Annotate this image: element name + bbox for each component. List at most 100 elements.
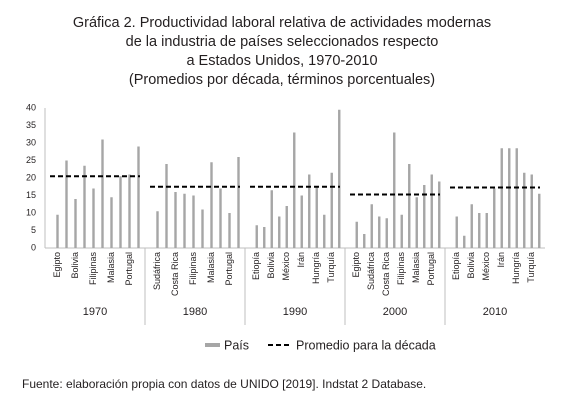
x-tick-label: Etiopía [451, 252, 461, 280]
bar [300, 195, 303, 248]
x-tick-label: Egipto [52, 252, 62, 278]
bar [478, 213, 481, 248]
x-tick-label: Hungría [311, 252, 321, 284]
legend-label: País [224, 338, 249, 352]
y-tick-label: 5 [31, 225, 36, 235]
y-tick-label: 25 [26, 155, 36, 165]
bar [119, 176, 122, 248]
legend-label: Promedio para la década [296, 338, 436, 352]
bar [355, 221, 358, 248]
x-tick-label: Irán [296, 252, 306, 268]
bar [493, 188, 496, 248]
x-tick-label: Filipinas [188, 252, 198, 286]
bar [530, 174, 533, 248]
bar [156, 211, 159, 248]
bar [330, 172, 333, 248]
x-tick-label: Filipinas [88, 252, 98, 286]
bar [263, 227, 266, 248]
bar [270, 190, 273, 248]
bar [128, 174, 131, 248]
x-tick-label: Portugal [124, 252, 134, 286]
y-tick-label: 30 [26, 137, 36, 147]
x-tick-label: Portugal [224, 252, 234, 286]
bar [393, 132, 396, 248]
group-label: 2010 [483, 306, 507, 318]
y-tick-label: 10 [26, 207, 36, 217]
bar [400, 214, 403, 248]
bar [183, 193, 186, 248]
x-tick-label: Etiopía [251, 252, 261, 280]
bar [293, 132, 296, 248]
x-tick-label: Bolivia [466, 252, 476, 279]
bar [423, 185, 426, 248]
bar [485, 213, 488, 248]
bar [255, 225, 258, 248]
x-tick-label: Bolivia [70, 252, 80, 279]
x-tick-label: México [281, 252, 291, 281]
bar [338, 109, 341, 248]
bar [92, 188, 95, 248]
bar [370, 204, 373, 248]
x-tick-label: Filipinas [396, 252, 406, 286]
bar [65, 160, 68, 248]
group-label: 1980 [183, 306, 207, 318]
chart-title: de la industria de países seleccionados … [126, 34, 439, 50]
bar [408, 164, 411, 248]
x-tick-label: Egipto [351, 252, 361, 278]
bar [201, 209, 204, 248]
group-label: 2000 [383, 306, 407, 318]
bar [378, 216, 381, 248]
x-tick-label: Portugal [426, 252, 436, 286]
y-tick-label: 20 [26, 172, 36, 182]
x-tick-label: Sudáfrica [152, 252, 162, 290]
source-note: Fuente: elaboración propia con datos de … [22, 377, 426, 391]
x-tick-label: Hungría [511, 252, 521, 284]
y-tick-label: 35 [26, 120, 36, 130]
chart-title: Gráfica 2. Productividad laboral relativ… [73, 15, 491, 31]
bar [285, 206, 288, 248]
bar [110, 197, 113, 248]
x-tick-label: Bolivia [266, 252, 276, 279]
bar [237, 157, 240, 248]
bar [438, 181, 441, 248]
bar [430, 174, 433, 248]
bar [500, 148, 503, 248]
bar [538, 193, 541, 248]
bar [210, 162, 213, 248]
bar [174, 192, 177, 248]
x-tick-label: Irán [496, 252, 506, 268]
bar [415, 197, 418, 248]
bar [192, 195, 195, 248]
bar [228, 213, 231, 248]
x-tick-label: Costa Rica [381, 252, 391, 296]
bar [315, 186, 318, 248]
bar [508, 148, 511, 248]
bar [463, 235, 466, 248]
bar [470, 204, 473, 248]
bar [83, 165, 86, 248]
bar [278, 216, 281, 248]
x-tick-label: Malasia [411, 252, 421, 283]
group-label: 1990 [283, 306, 307, 318]
y-tick-label: 15 [26, 190, 36, 200]
y-tick-label: 40 [26, 102, 36, 112]
bar [385, 218, 388, 248]
x-tick-label: Malasia [106, 252, 116, 283]
bar [323, 214, 326, 248]
bar [56, 214, 59, 248]
group-label: 1970 [83, 306, 107, 318]
x-tick-label: Malasia [206, 252, 216, 283]
bar [101, 139, 104, 248]
chart-title: (Promedios por década, términos porcentu… [129, 72, 435, 88]
x-tick-label: Sudáfrica [366, 252, 376, 290]
legend-swatch [205, 343, 220, 347]
chart-title: a Estados Unidos, 1970-2010 [186, 53, 377, 69]
bar [219, 188, 222, 248]
bar [515, 148, 518, 248]
x-tick-label: Costa Rica [170, 252, 180, 296]
bar [165, 164, 168, 248]
x-tick-label: Turquía [326, 252, 336, 283]
bar [74, 199, 77, 248]
bar [455, 216, 458, 248]
